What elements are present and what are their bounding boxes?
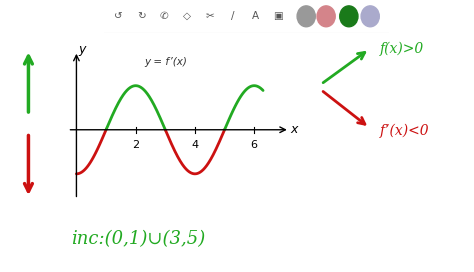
Text: ✆: ✆	[160, 11, 168, 21]
Text: ↻: ↻	[137, 11, 146, 21]
Text: y: y	[78, 44, 85, 57]
Circle shape	[340, 6, 358, 27]
Text: 6: 6	[251, 140, 258, 150]
Text: ↺: ↺	[114, 11, 123, 21]
Text: /: /	[230, 11, 234, 21]
Text: A: A	[251, 11, 259, 21]
Text: x: x	[291, 123, 298, 136]
Text: 4: 4	[191, 140, 199, 150]
Text: f(x)>0: f(x)>0	[380, 42, 425, 56]
Text: f’(x)<0: f’(x)<0	[380, 123, 430, 138]
Circle shape	[361, 6, 379, 27]
Circle shape	[317, 6, 335, 27]
Text: 2: 2	[132, 140, 139, 150]
Text: ✂: ✂	[205, 11, 214, 21]
Circle shape	[297, 6, 315, 27]
Text: ◇: ◇	[183, 11, 191, 21]
Text: inc:(0,1)∪(3,5): inc:(0,1)∪(3,5)	[71, 230, 205, 248]
Text: y = f’(x): y = f’(x)	[144, 57, 187, 67]
Text: ▣: ▣	[273, 11, 283, 21]
